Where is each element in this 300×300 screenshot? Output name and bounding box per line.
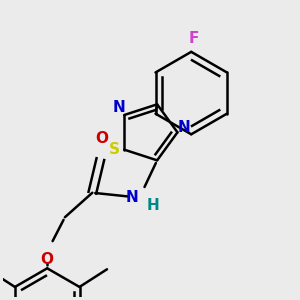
Text: N: N (125, 190, 138, 205)
Text: S: S (109, 142, 120, 157)
Text: F: F (189, 31, 200, 46)
Text: O: O (96, 131, 109, 146)
Text: H: H (147, 198, 160, 213)
Text: O: O (41, 252, 54, 267)
Text: N: N (113, 100, 126, 115)
Text: N: N (178, 120, 191, 135)
